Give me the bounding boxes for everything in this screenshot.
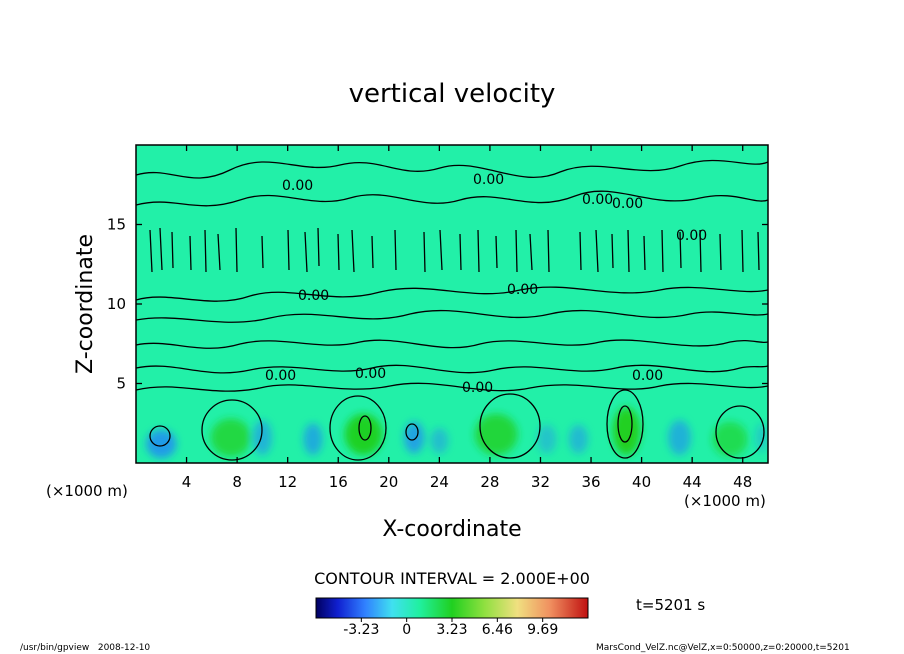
field-cell xyxy=(403,421,425,454)
colorbar-ticks: -3.23 0 3.23 6.46 9.69 xyxy=(343,618,558,638)
contour-label: 0.00 xyxy=(355,366,386,382)
field-cell xyxy=(712,421,748,457)
colorbar: -3.23 0 3.23 6.46 9.69 xyxy=(315,597,589,638)
contour-label: 0.00 xyxy=(265,368,296,384)
x-axis-label: X-coordinate xyxy=(382,517,521,542)
footer-left: /usr/bin/gpview 2008-12-10 xyxy=(20,643,150,653)
x-tick-label: 44 xyxy=(683,473,702,491)
chart-title: vertical velocity xyxy=(349,79,556,109)
field-cell xyxy=(252,420,272,456)
x-tick-label: 40 xyxy=(632,473,651,491)
colorbar-tick-label: 6.46 xyxy=(482,622,513,638)
field-cell xyxy=(668,420,691,456)
x-axis: 4 8 12 16 20 24 28 32 36 40 44 48 xyxy=(182,145,752,491)
field-cell xyxy=(612,407,641,456)
contour-interval-text: CONTOUR INTERVAL = 2.000E+00 xyxy=(314,569,590,588)
field-cell xyxy=(303,423,323,456)
contour-label: 0.00 xyxy=(612,196,643,212)
x-unit-left: (×1000 m) xyxy=(46,482,128,500)
field-background xyxy=(136,145,768,463)
field-cell xyxy=(430,428,449,454)
plot-area: 0.00 0.00 0.00 0.00 0.00 0.00 0.00 0.00 … xyxy=(135,144,769,464)
footer-right: MarsCond_VelZ.nc@VelZ,x=0:50000,z=0:2000… xyxy=(596,643,850,653)
x-tick-label: 4 xyxy=(182,473,192,491)
y-axis: 5 10 15 xyxy=(107,216,768,393)
x-tick-label: 8 xyxy=(232,473,242,491)
field-cell xyxy=(344,413,383,456)
colorbar-tick-label: 0 xyxy=(402,622,411,638)
contour-label: 0.00 xyxy=(473,172,504,188)
x-unit-right: (×1000 m) xyxy=(684,492,766,510)
x-tick-label: 32 xyxy=(531,473,550,491)
contour-label: 0.00 xyxy=(632,368,663,384)
x-tick-label: 48 xyxy=(733,473,752,491)
x-tick-label: 28 xyxy=(480,473,499,491)
field-cell xyxy=(568,424,588,454)
field-cell xyxy=(210,418,252,457)
field-cell xyxy=(146,429,177,459)
x-tick-label: 16 xyxy=(329,473,348,491)
contour-labels: 0.00 0.00 0.00 0.00 0.00 0.00 0.00 0.00 … xyxy=(265,172,707,396)
y-tick-label: 15 xyxy=(107,216,126,234)
contour-label: 0.00 xyxy=(298,288,329,304)
colorbar-tick-label: 9.69 xyxy=(527,622,558,638)
y-axis-label: Z-coordinate xyxy=(73,234,98,374)
contour-label: 0.00 xyxy=(676,228,707,244)
colorbar-tick-label: 3.23 xyxy=(436,622,467,638)
y-tick-label: 5 xyxy=(116,375,126,393)
time-label: t=5201 s xyxy=(636,596,705,614)
contour-label: 0.00 xyxy=(582,192,613,208)
field-cell xyxy=(537,424,557,454)
contour-label: 0.00 xyxy=(282,178,313,194)
x-tick-label: 36 xyxy=(581,473,600,491)
contour-label: 0.00 xyxy=(462,380,493,396)
x-tick-label: 24 xyxy=(430,473,449,491)
x-tick-label: 12 xyxy=(278,473,297,491)
y-tick-label: 10 xyxy=(107,295,126,313)
contour-label: 0.00 xyxy=(507,282,538,298)
field-cell xyxy=(755,423,768,452)
colorbar-tick-label: -3.23 xyxy=(343,622,379,638)
colorbar-gradient xyxy=(315,597,589,619)
x-tick-label: 20 xyxy=(379,473,398,491)
contour-lines xyxy=(136,159,768,461)
